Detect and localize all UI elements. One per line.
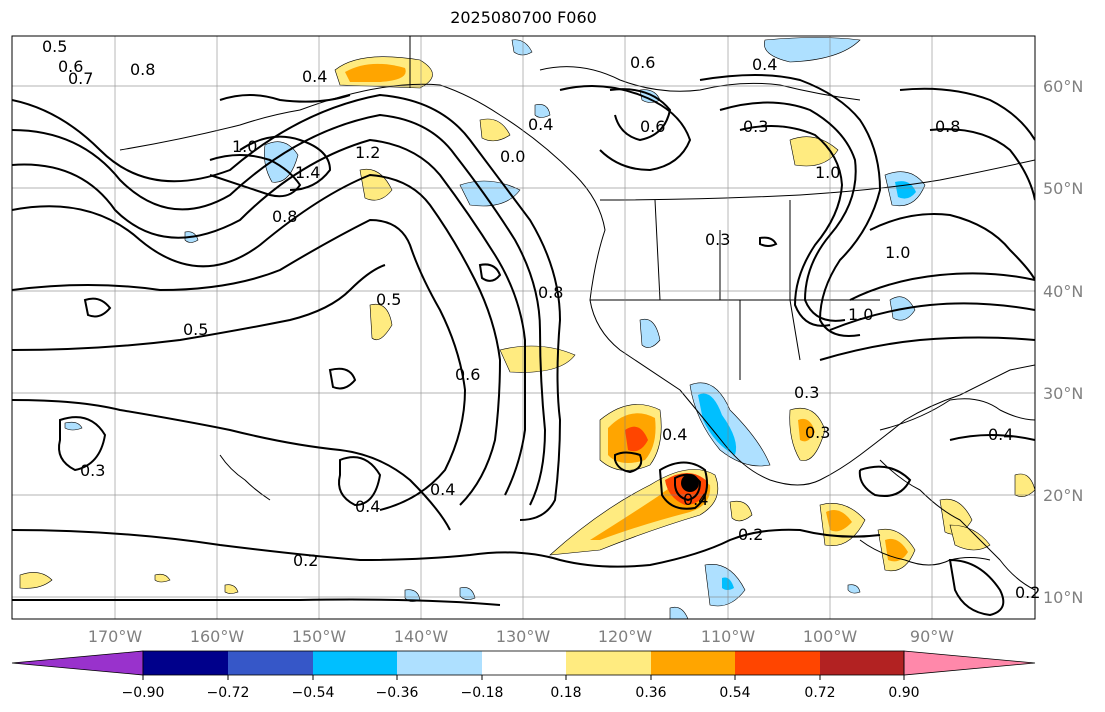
colorbar-segment [143,651,228,675]
contour-label: 0.7 [68,69,93,88]
lat-label: 40°N [1043,282,1083,301]
colorbar-segment [735,651,820,675]
lat-label: 10°N [1043,588,1083,607]
contour-label: 0.8 [272,207,297,226]
lon-label: 170°W [88,627,143,646]
contour-label: 0.4 [988,425,1013,444]
contour-label: 0.4 [683,490,708,509]
contour-label: 0.8 [935,117,960,136]
colorbar-label: −0.54 [292,685,335,701]
contour-label: 1.2 [355,143,380,162]
colorbar-segment [397,651,482,675]
contour-label: 0.5 [183,320,208,339]
colorbar-label: 0.36 [635,685,666,701]
contour-label: 0.6 [58,57,83,76]
gridlines [12,36,1035,619]
colorbar-frame [142,650,905,676]
latitude-labels: 60°N 50°N 40°N 30°N 20°N 10°N [1043,77,1083,607]
contour-label: 0.8 [538,283,563,302]
contour-label: 0.6 [630,53,655,72]
lon-label: 150°W [292,627,347,646]
contour-label: 1.0 [885,243,910,262]
contour-label: 1.0 [848,305,873,324]
colorbar-segment [651,651,735,675]
colorbar-segment [820,651,904,675]
contour-label: 1.4 [295,163,320,182]
contour-label: 0.2 [1015,583,1040,602]
lat-label: 30°N [1043,384,1083,403]
colorbar-label: −0.36 [376,685,419,701]
contour-label: 0.4 [752,55,777,74]
colorbar-segment [482,651,566,675]
contour-label: 0.4 [355,497,380,516]
lon-label: 160°W [190,627,245,646]
colorbar-label: 0.72 [804,685,835,701]
contour-label: 0.8 [130,60,155,79]
contour-label: 0.3 [80,461,105,480]
colorbar: −0.90 −0.72 −0.54 −0.36 −0.18 0.18 0.36 … [11,650,1036,701]
contour-label: 0.4 [528,115,553,134]
lon-label: 140°W [394,627,449,646]
map-title: 2025080700 F060 [450,8,597,27]
coastlines [119,36,1035,591]
lon-label: 110°W [701,627,756,646]
lat-label: 20°N [1043,486,1083,505]
colorbar-label: 0.90 [888,685,919,701]
lat-label: 60°N [1043,77,1083,96]
lon-label: 130°W [496,627,551,646]
contour-lines [12,74,1035,617]
colorbar-label: −0.72 [207,685,250,701]
contour-label: 0.4 [662,425,687,444]
contour-label: 0.6 [640,117,665,136]
contour-label-layer: 0.5 0.6 0.7 0.8 0.4 0.6 0.4 0.6 0.3 0.8 … [42,37,1040,602]
lon-label: 90°W [910,627,954,646]
contour-label: 0.3 [743,117,768,136]
contour-label: 0.4 [430,480,455,499]
contour-label: 0.3 [794,383,819,402]
lon-label: 120°W [598,627,653,646]
contour-label: 0.4 [302,67,327,86]
colorbar-segment [313,651,397,675]
longitude-labels: 170°W 160°W 150°W 140°W 130°W 120°W 110°… [88,627,954,646]
contour-label: 0.2 [293,551,318,570]
map-frame [11,35,1036,620]
contour-label: 1.0 [232,137,257,156]
colorbar-label: 0.54 [719,685,750,701]
contour-label: 0.0 [500,147,525,166]
colorbar-segment [11,650,144,676]
colorbar-segment [228,651,313,675]
contour-label: 1.0 [815,163,840,182]
colorbar-label: −0.18 [461,685,504,701]
lat-label: 50°N [1043,179,1083,198]
colorbar-label: 0.18 [550,685,581,701]
contour-label: 0.3 [805,423,830,442]
colorbar-label: −0.90 [122,685,165,701]
colorbar-segment [903,650,1036,676]
contour-label: 0.3 [705,230,730,249]
contour-label: 0.5 [376,290,401,309]
contour-label: 0.2 [738,525,763,544]
lon-label: 100°W [803,627,858,646]
contour-label: 0.5 [42,37,67,56]
contour-label: 0.6 [455,365,480,384]
colorbar-segment [566,651,651,675]
